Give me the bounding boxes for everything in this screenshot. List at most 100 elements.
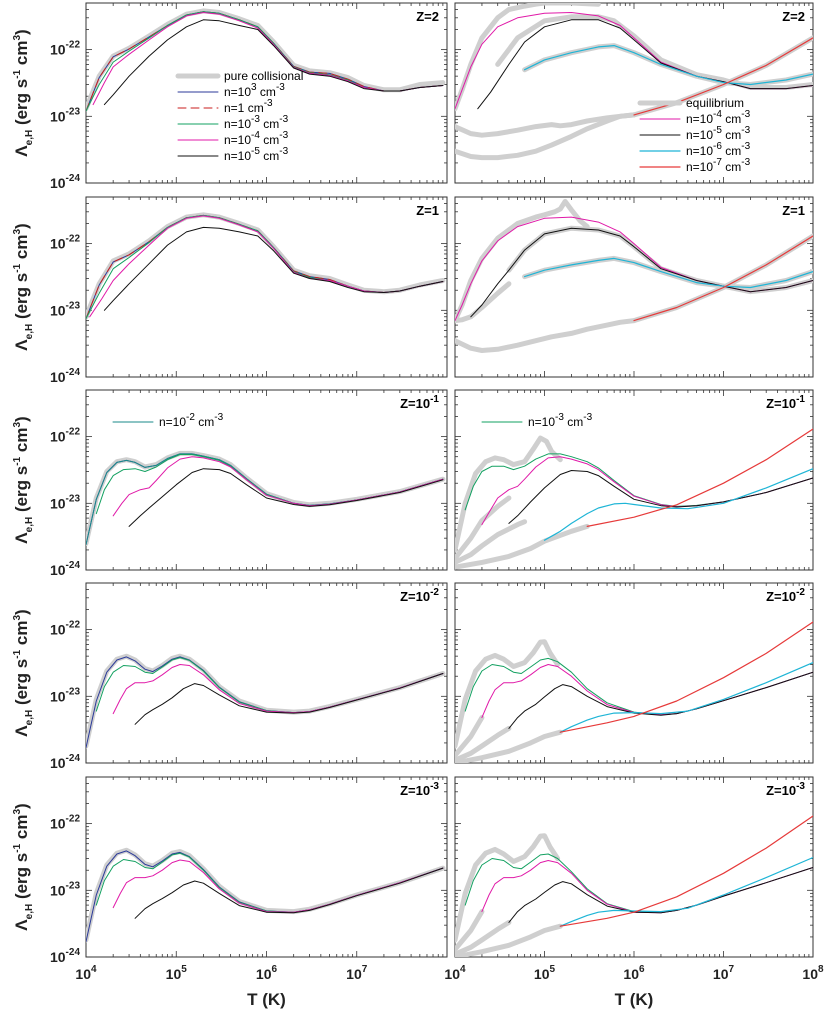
series-line-n1e-2 xyxy=(86,453,444,546)
panel-4-left: 10-24 10-23 10-22 Λe,H (erg s-1 cm3) Z=10-2 xyxy=(12,582,448,771)
panel-title: Z=1 xyxy=(416,203,439,218)
series-line-n1e-7 xyxy=(633,37,813,116)
y-tick-label: 10-22 xyxy=(50,620,80,638)
plot-frame xyxy=(85,582,448,764)
series-group xyxy=(86,450,446,546)
y-tick-label: 10-22 xyxy=(50,814,80,832)
series-group xyxy=(455,198,813,353)
y-tick-label: 10-23 xyxy=(50,106,80,124)
plot-frame xyxy=(454,776,814,958)
x-axis-label: T (K) xyxy=(615,990,654,1009)
y-tick-label: 10-24 xyxy=(50,173,80,191)
series-line-equilibrium xyxy=(455,715,485,758)
series-line-equilibrium xyxy=(455,833,561,943)
legend-label: n=10-7 cm-3 xyxy=(686,157,751,174)
x-tick-label: 105 xyxy=(534,964,556,982)
series-line-pure-collisional xyxy=(86,450,446,546)
series-group xyxy=(455,815,813,957)
series-line-n1e-4 xyxy=(455,12,813,110)
legend-label: n=10-3 cm-3 xyxy=(224,114,289,131)
series-line-equilibrium xyxy=(455,923,563,957)
series-line-n1e-7 xyxy=(633,235,813,322)
series-line-n1e-3 xyxy=(464,853,813,914)
series-line-equilibrium xyxy=(455,519,528,565)
y-tick-label: 10-24 xyxy=(50,367,80,385)
y-tick-label: 10-23 xyxy=(50,300,80,318)
panel-title: Z=10-2 xyxy=(766,587,805,604)
panel-2-left: 10-24 10-23 10-22 Λe,H (erg s-1 cm3) Z=1 xyxy=(12,196,448,385)
panel-2-right: Z=1 xyxy=(454,196,814,378)
series-line-pure-collisional xyxy=(86,8,446,112)
legend-label: n=103 cm-3 xyxy=(224,82,285,99)
series-line-equilibrium xyxy=(455,729,563,763)
panel-title: Z=2 xyxy=(782,9,805,24)
legend-label: n=10-6 cm-3 xyxy=(686,141,751,158)
series-line-equilibrium xyxy=(455,3,601,112)
series-line-n1e3 xyxy=(86,214,444,320)
series-line-n1e-5 xyxy=(508,671,813,729)
y-tick-label: 10-22 xyxy=(50,427,80,445)
series-line-n1e3 xyxy=(86,453,444,546)
y-tick-label: 10-24 xyxy=(50,753,80,771)
panel-title: Z=10-1 xyxy=(766,394,805,411)
series-line-n1e-4 xyxy=(112,456,444,517)
legend-label: n=1 cm-3 xyxy=(224,98,273,115)
series-line-equilibrium xyxy=(455,725,512,763)
series-line-n1e3 xyxy=(86,656,444,749)
series-line-n1e-5 xyxy=(508,470,813,524)
plot-frame xyxy=(454,389,814,571)
x-tick-label: 108 xyxy=(802,964,824,982)
series-line-equilibrium xyxy=(455,112,637,161)
series-line-n1e-6 xyxy=(559,856,813,927)
series-line-n1e-4 xyxy=(481,860,813,914)
series-group xyxy=(86,8,446,112)
series-line-n1e-5 xyxy=(103,226,444,311)
series-line-n1e-5 xyxy=(134,867,444,919)
panel-3-right: Z=10-1 xyxy=(454,389,814,571)
x-tick-label: 106 xyxy=(256,964,278,982)
series-line-n1e-5 xyxy=(103,19,444,106)
panel-5-left: 10-24 10-23 10-22 Λe,H (erg s-1 cm3) Z=10-3 xyxy=(12,776,448,965)
panel-5-right: Z=10-3 xyxy=(454,776,814,958)
y-axis-label: Λe,H (erg s-1 cm3) xyxy=(12,223,35,350)
series-line-n1e-7 xyxy=(559,815,813,927)
series-line-n1e-7 xyxy=(586,428,813,527)
panel-title: Z=10-1 xyxy=(400,394,439,411)
series-group xyxy=(86,212,446,320)
series-line-n1e-6 xyxy=(524,45,813,86)
panel-title: Z=10-2 xyxy=(400,587,439,604)
series-line-n1e-4 xyxy=(481,664,813,719)
panel-title: Z=2 xyxy=(416,9,439,24)
series-line-equilibrium xyxy=(455,495,512,561)
x-tick-label: 106 xyxy=(623,964,645,982)
panel-title: Z=1 xyxy=(782,203,805,218)
plot-frame xyxy=(85,196,448,378)
x-tick-label: 107 xyxy=(346,964,368,982)
legend-label: n=10-3 cm-3 xyxy=(528,412,593,429)
legend-label: pure collisional xyxy=(224,69,303,83)
series-line-n1 xyxy=(86,214,444,320)
series-group xyxy=(86,653,446,749)
y-tick-label: 10-24 xyxy=(50,560,80,578)
panel-3-left: 10-24 10-23 10-22 Λe,H (erg s-1 cm3) Z=10-1 xyxy=(12,389,448,578)
series-line-equilibrium xyxy=(455,435,563,553)
y-axis-label: Λe,H (erg s-1 cm3) xyxy=(12,416,35,543)
series-line-n1e-6 xyxy=(543,468,813,541)
y-tick-label: 10-24 xyxy=(50,947,80,965)
panel-title: Z=10-3 xyxy=(766,781,805,798)
plot-frame xyxy=(85,776,448,958)
series-line-n1e-5 xyxy=(508,867,813,923)
series-line-n1e-6 xyxy=(559,662,813,733)
y-axis-label: Λe,H (erg s-1 cm3) xyxy=(12,609,35,736)
series-line-pure-collisional xyxy=(86,847,446,943)
legend-label: n=10-4 cm-3 xyxy=(686,109,751,126)
x-tick-label: 104 xyxy=(444,964,466,982)
panel-1-left: 10-24 10-23 10-22 Λe,H (erg s-1 cm3) Z=2 xyxy=(12,2,448,191)
series-line-equilibrium xyxy=(455,639,561,749)
series-group xyxy=(455,428,813,570)
series-line-n1e-3 xyxy=(95,454,444,515)
legend-left-3: n=10-2 cm-3 xyxy=(112,412,224,429)
